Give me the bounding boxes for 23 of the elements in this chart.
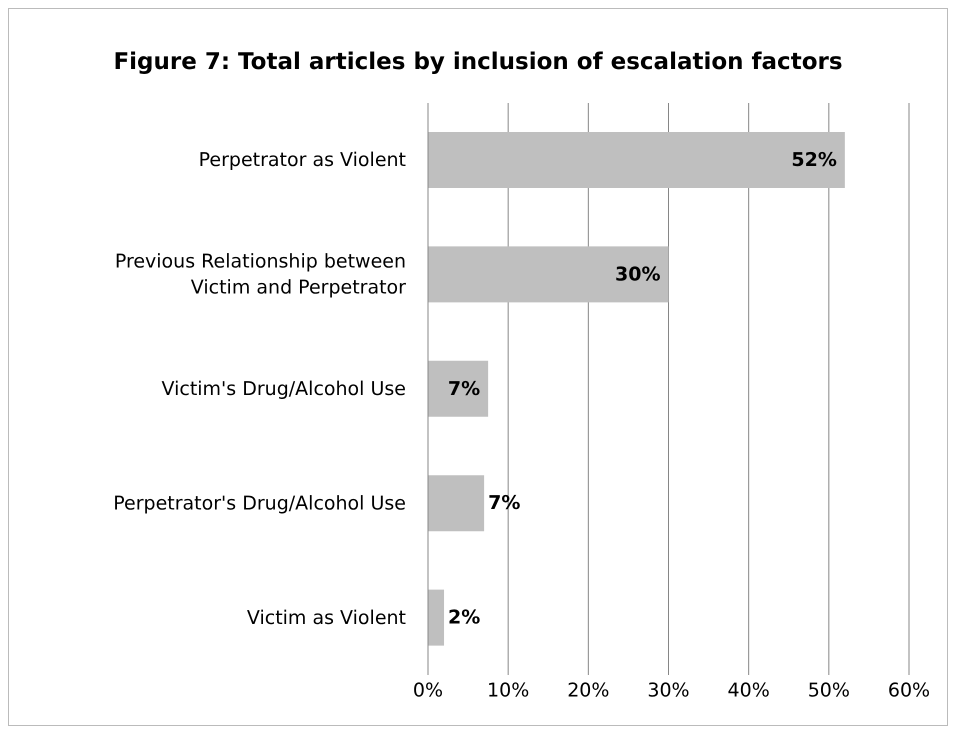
x-tick-label: 40%: [728, 679, 770, 702]
data-label: 52%: [791, 149, 837, 171]
y-tick-label: Victim's Drug/Alcohol Use: [162, 378, 406, 400]
data-label: 30%: [615, 263, 660, 286]
bar: [428, 475, 484, 532]
x-tick-label: 20%: [567, 679, 610, 702]
y-tick-label: Perpetrator's Drug/Alcohol Use: [113, 492, 406, 514]
data-label: 7%: [448, 378, 480, 400]
x-tick-label: 30%: [647, 679, 690, 702]
y-tick-label: Perpetrator as Violent: [198, 149, 406, 172]
data-label: 2%: [448, 606, 480, 629]
y-tick-label: Victim as Violent: [246, 606, 406, 629]
bar: [428, 132, 845, 188]
x-tick-label: 50%: [808, 679, 850, 702]
data-label: 7%: [488, 492, 520, 514]
bar: [428, 360, 488, 417]
x-tick-label: 0%: [412, 679, 444, 702]
chart-title: Figure 7: Total articles by inclusion of escalation factors: [112, 48, 844, 77]
bar: [428, 246, 668, 302]
x-tick-label: 60%: [888, 679, 930, 702]
y-tick-label: Previous Relationship between Victim and Perpetrator: [114, 250, 406, 299]
x-tick-label: 10%: [487, 679, 530, 702]
bar: [428, 590, 444, 646]
